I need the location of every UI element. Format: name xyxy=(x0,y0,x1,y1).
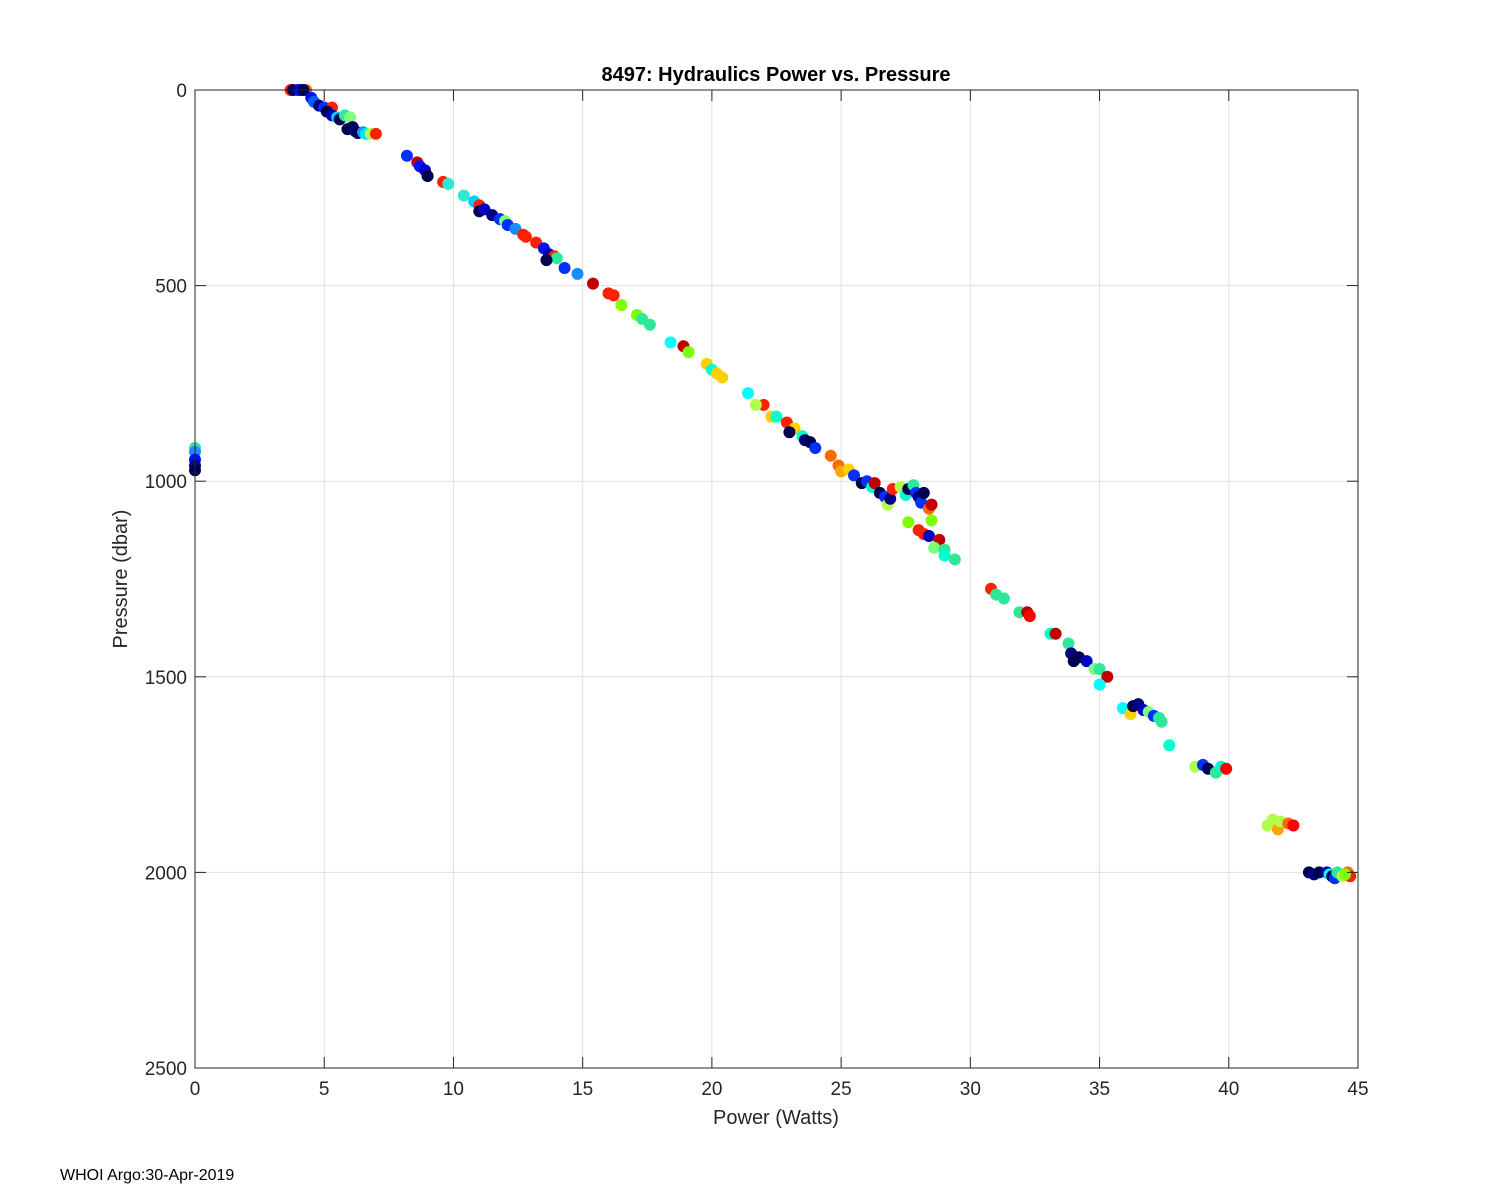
data-point xyxy=(1062,637,1075,650)
data-point xyxy=(607,289,620,302)
data-point xyxy=(917,486,930,499)
data-point xyxy=(682,346,695,359)
x-tick-label: 30 xyxy=(960,1079,981,1100)
data-point xyxy=(1287,819,1300,832)
x-axis-label: Power (Watts) xyxy=(713,1107,839,1129)
y-tick-labels: 0 500 1000 1500 2000 2500 xyxy=(145,81,187,1080)
x-tick-label: 10 xyxy=(443,1079,464,1100)
data-point xyxy=(558,261,571,274)
data-point xyxy=(902,516,915,529)
x-tick-labels: 0 5 10 15 20 25 30 35 40 45 xyxy=(190,1079,1369,1100)
data-point xyxy=(1101,670,1114,683)
y-tick-label: 0 xyxy=(176,81,187,102)
data-point xyxy=(1163,739,1176,752)
data-point xyxy=(928,541,941,554)
data-point xyxy=(1155,715,1168,728)
data-point xyxy=(848,469,861,482)
x-tick-label: 35 xyxy=(1089,1079,1110,1100)
data-point xyxy=(1080,655,1093,668)
data-point xyxy=(1093,662,1106,675)
data-point xyxy=(615,299,628,312)
data-point xyxy=(587,277,600,290)
data-point xyxy=(571,267,584,280)
plot-area xyxy=(195,90,1358,1068)
data-point xyxy=(540,254,553,267)
x-tick-label: 40 xyxy=(1218,1079,1239,1100)
data-point xyxy=(643,318,656,331)
x-tick-label: 15 xyxy=(572,1079,593,1100)
data-point xyxy=(519,230,532,243)
data-point xyxy=(938,549,951,562)
x-tick-label: 0 xyxy=(190,1079,201,1100)
data-point xyxy=(1049,627,1062,640)
data-point xyxy=(884,492,897,505)
x-tick-label: 45 xyxy=(1347,1079,1368,1100)
grid-lines xyxy=(195,90,1358,1068)
data-point xyxy=(1093,678,1106,691)
y-tick-label: 1500 xyxy=(145,668,187,689)
axis-ticks xyxy=(194,89,1359,1069)
data-point xyxy=(400,149,413,162)
data-point xyxy=(1339,868,1352,881)
data-point xyxy=(421,170,434,183)
data-point xyxy=(442,177,455,190)
y-tick-label: 1000 xyxy=(145,472,187,493)
y-tick-label: 2500 xyxy=(145,1059,187,1080)
y-tick-label: 2000 xyxy=(145,863,187,884)
data-point xyxy=(925,514,938,527)
x-tick-label: 5 xyxy=(319,1079,330,1100)
data-point xyxy=(925,498,938,511)
data-point xyxy=(749,398,762,411)
data-point xyxy=(809,441,822,454)
data-point xyxy=(742,387,755,400)
data-point xyxy=(922,529,935,542)
data-point xyxy=(824,449,837,462)
data-point xyxy=(1023,610,1036,623)
footer-stamp: WHOI Argo:30-Apr-2019 xyxy=(60,1167,235,1184)
data-point xyxy=(550,252,563,265)
x-tick-label: 25 xyxy=(831,1079,852,1100)
data-point xyxy=(997,592,1010,605)
data-point xyxy=(868,477,881,490)
data-point xyxy=(770,410,783,423)
data-point xyxy=(1220,762,1233,775)
data-point xyxy=(457,189,470,202)
data-point xyxy=(948,553,961,566)
data-point xyxy=(716,371,729,384)
y-axis-label: Pressure (dbar) xyxy=(110,510,132,649)
x-tick-label: 20 xyxy=(701,1079,722,1100)
data-point xyxy=(664,336,677,349)
chart-title: 8497: Hydraulics Power vs. Pressure xyxy=(601,64,950,86)
y-tick-label: 500 xyxy=(155,277,187,298)
data-point xyxy=(783,426,796,439)
data-point xyxy=(369,127,382,140)
plot-frame xyxy=(194,89,1359,1069)
data-points xyxy=(189,84,1357,885)
data-point xyxy=(344,111,357,124)
